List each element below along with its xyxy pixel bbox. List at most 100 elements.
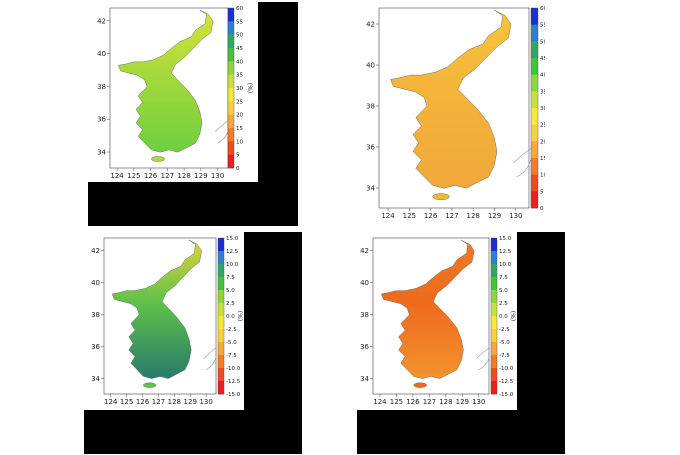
- y-tick-label: 34: [97, 149, 106, 157]
- colorbar-segment: [218, 342, 224, 356]
- x-tick-label: 126: [136, 398, 150, 406]
- y-tick-label: 40: [97, 50, 106, 58]
- colorbar-tick-label: 20: [540, 139, 545, 145]
- colorbar-tick-label: 40: [540, 73, 545, 79]
- coastline: [214, 120, 229, 144]
- colorbar-segment: [218, 381, 224, 395]
- colorbar-segment: [218, 303, 224, 317]
- colorbar-unit-label: (%): [509, 311, 516, 321]
- colorbar-frame: [530, 7, 539, 209]
- y-tick-label: 40: [91, 279, 100, 287]
- y-tick-label: 34: [366, 185, 375, 193]
- colorbar-segment: [218, 264, 224, 278]
- colorbar-segment: [531, 8, 538, 25]
- y-tick-label: 38: [366, 103, 375, 111]
- colorbar-tick-label: 5.0: [499, 288, 508, 294]
- coastline: [513, 148, 531, 178]
- x-tick-label: 128: [177, 172, 190, 180]
- colorbar-segment: [531, 91, 538, 109]
- colorbar-tick-label: 10: [236, 139, 243, 145]
- colorbar-tick-label: -2.5: [499, 327, 510, 333]
- x-tick-label: 128: [439, 398, 452, 406]
- colorbar-segment: [218, 355, 224, 369]
- x-tick-label: 124: [104, 398, 118, 406]
- colorbar-tick-label: 7.5: [226, 275, 235, 281]
- x-tick-label: 124: [373, 398, 387, 406]
- colorbar-segment: [531, 141, 538, 159]
- x-tick-label: 127: [152, 398, 165, 406]
- colorbar-segment: [228, 61, 234, 75]
- colorbar-segment: [218, 329, 224, 343]
- island-shape: [432, 193, 450, 201]
- colorbar-tick-label: 7.5: [499, 275, 508, 281]
- colorbar-segment: [491, 303, 497, 317]
- colorbar-segment: [531, 108, 538, 125]
- colorbar-segment: [228, 101, 234, 115]
- colorbar-tick-label: 2.5: [499, 301, 508, 307]
- colorbar-tick-label: 15: [236, 126, 243, 132]
- colorbar-segment: [228, 128, 234, 142]
- plot-frame: [103, 237, 217, 395]
- colorbar-segment: [218, 251, 224, 265]
- x-tick-label: 130: [199, 398, 212, 406]
- colorbar-tick-label: 50: [540, 39, 545, 45]
- coastline: [476, 347, 490, 371]
- colorbar-unit-label: (%): [246, 83, 253, 93]
- colorbar-segment: [531, 58, 538, 75]
- colorbar-segment: [531, 41, 538, 59]
- plot-frame: [378, 7, 530, 209]
- x-tick-label: 129: [184, 398, 197, 406]
- colorbar-tick-label: 10: [540, 173, 545, 179]
- colorbar-tick-label: 60: [236, 6, 243, 12]
- colorbar-tick-label: 15.0: [499, 236, 512, 242]
- map-panel-bottom-left: 42 40 38 36 34 124 125 126 127 128 129 130 15.0 12.5 1…: [84, 232, 244, 410]
- colorbar-tick-label: -5.0: [499, 340, 510, 346]
- colorbar-segment: [531, 191, 538, 209]
- colorbar-tick-label: -7.5: [499, 353, 510, 359]
- colorbar-tick-label: 15.0: [226, 236, 239, 242]
- colorbar-segment: [491, 342, 497, 356]
- colorbar-tick-label: 5: [540, 189, 544, 195]
- x-tick-label: 127: [445, 212, 458, 220]
- colorbar-segment: [531, 74, 538, 92]
- peninsula-shape: [118, 9, 214, 153]
- colorbar-segment: [218, 316, 224, 330]
- colorbar-segment: [531, 24, 538, 42]
- colorbar-tick-label: 50: [236, 33, 243, 39]
- peninsula-shape: [380, 239, 475, 379]
- peninsula-shape: [111, 239, 202, 379]
- x-tick-label: 130: [472, 398, 485, 406]
- colorbar-tick-label: 35: [236, 73, 243, 79]
- colorbar-tick-label: -12.5: [226, 379, 241, 385]
- colorbar-tick-label: 0.0: [499, 314, 508, 320]
- colorbar-segment: [228, 74, 234, 89]
- y-tick-label: 38: [360, 311, 369, 319]
- colorbar-segment: [531, 124, 538, 142]
- colorbar-segment: [491, 290, 497, 304]
- colorbar-segment: [491, 316, 497, 330]
- x-tick-label: 126: [424, 212, 438, 220]
- island-shape: [413, 382, 427, 388]
- colorbar-tick-label: 55: [236, 19, 243, 25]
- y-tick-label: 42: [366, 21, 375, 29]
- colorbar-segment: [531, 174, 538, 192]
- colorbar-segment: [228, 8, 234, 22]
- x-tick-label: 129: [456, 398, 469, 406]
- x-tick-label: 124: [110, 172, 124, 180]
- x-tick-label: 129: [488, 212, 501, 220]
- x-tick-label: 125: [127, 172, 140, 180]
- coastline: [203, 347, 217, 371]
- colorbar-segment: [491, 251, 497, 265]
- colorbar-segment: [491, 355, 497, 369]
- y-tick-label: 38: [91, 311, 100, 319]
- colorbar-segment: [491, 381, 497, 395]
- y-tick-label: 42: [97, 17, 106, 25]
- colorbar-frame: [227, 7, 235, 169]
- colorbar-tick-label: 45: [540, 56, 545, 62]
- colorbar-segment: [218, 277, 224, 291]
- colorbar-tick-label: -5.0: [226, 340, 237, 346]
- x-tick-label: 127: [423, 398, 436, 406]
- map-figure: 42 40 38 36 34 124 125 126 127 128 129 130 15.0 12.5 1…: [91, 236, 243, 406]
- colorbar-segment: [218, 238, 224, 252]
